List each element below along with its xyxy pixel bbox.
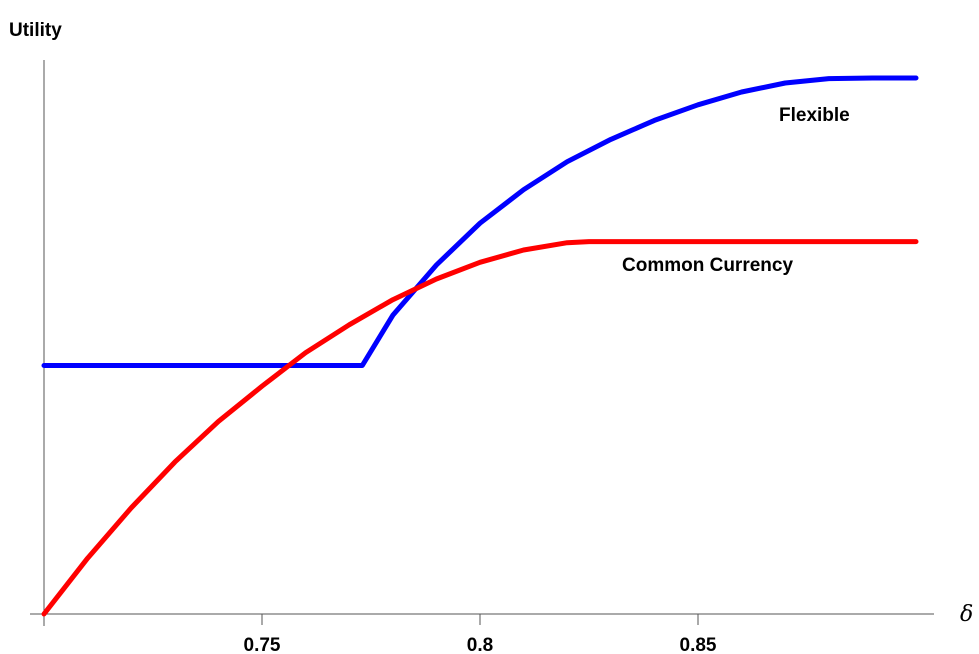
x-tick-label: 0.85 [680, 635, 717, 654]
annotations: Flexible Common Currency [622, 105, 850, 276]
x-axis-label: δ [960, 602, 973, 627]
x-tick-label: 0.8 [467, 635, 493, 654]
series-line-common-currency [41, 239, 919, 617]
x-ticks: 0.75 0.8 0.85 [244, 614, 717, 654]
annotation-flexible: Flexible [779, 105, 850, 126]
x-tick-label: 0.75 [244, 635, 281, 654]
y-axis-label: Utility [9, 20, 62, 41]
series-line-flexible [41, 75, 919, 368]
series-group [41, 75, 919, 617]
annotation-common-currency: Common Currency [622, 255, 793, 276]
